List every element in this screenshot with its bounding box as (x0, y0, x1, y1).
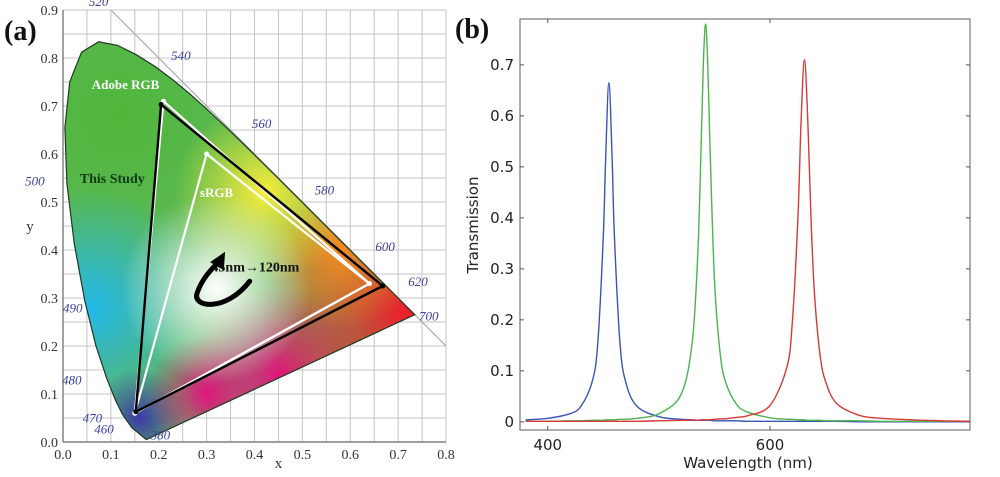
plot-frame (519, 18, 971, 431)
wavelength-label: 600 (375, 239, 395, 254)
y-tick-label: 0.6 (41, 148, 59, 163)
gamut-triangle (133, 152, 371, 415)
y-axis-label: Transmission (464, 177, 482, 275)
annotation-label: 45nm→120nm (211, 261, 299, 276)
y-tick-label: 0.7 (490, 56, 514, 74)
y-tick-label: 0.4 (41, 244, 59, 259)
x-axis-label: Wavelength (nm) (683, 454, 813, 472)
x-tick-label: 0.7 (389, 448, 407, 463)
x-tick-label: 600 (756, 436, 785, 454)
transmission-chart: 400 600 0 0.1 0.2 0.3 0.4 0.5 0.6 0.7 Wavelength (… (455, 14, 971, 472)
wavelength-label: 700 (419, 309, 439, 324)
this-study-label: This Study (80, 172, 145, 187)
y-tick-label: 0.2 (490, 311, 514, 329)
x-tick-label: 0.0 (54, 448, 72, 463)
x-tick-label: 0.1 (102, 448, 120, 463)
panel-label-a: (a) (4, 16, 37, 47)
transmission-curve-green (525, 23, 970, 423)
gamut-vertex (380, 283, 386, 289)
y-tick-label: 0.2 (41, 340, 59, 355)
gamut-vertex (133, 409, 139, 415)
spectral-locus (64, 41, 416, 441)
wavelength-label: 380 (150, 428, 171, 443)
y-axis-label: y (26, 219, 34, 235)
x-tick-label: 0.4 (246, 448, 264, 463)
transmission-curve-blue (525, 81, 971, 423)
wavelength-label: 580 (315, 182, 335, 197)
wavelength-label: 560 (252, 116, 272, 131)
gamut-vertex (204, 151, 210, 157)
gamut-vertex (366, 281, 372, 287)
srgb-label: sRGB (200, 185, 234, 200)
x-tick-label: 0.3 (198, 448, 216, 463)
y-tick-label: 0.0 (41, 436, 59, 451)
y-tick-label: 0.5 (41, 196, 59, 211)
y-tick-label: 0.7 (41, 100, 59, 115)
y-tick-label: 0.9 (41, 4, 59, 19)
x-tick-label: 0.6 (342, 448, 360, 463)
gamut-vertex (158, 102, 164, 108)
y-tick-label: 0.3 (41, 292, 59, 307)
arrow-head-icon (210, 251, 226, 271)
adobe-rgb-label: Adobe RGB (92, 77, 160, 92)
wavelength-label: 620 (408, 274, 428, 289)
wavelength-label: 480 (62, 372, 82, 387)
transmission-curve-red (525, 59, 971, 423)
wavelength-label: 540 (171, 48, 191, 63)
wavelength-label: 520 (89, 0, 109, 9)
x-tick-label: 0.2 (150, 448, 168, 463)
x-tick-label: 400 (533, 436, 562, 454)
y-tick-label: 0.3 (490, 260, 514, 278)
x-axis-label: x (275, 456, 283, 472)
y-tick-label: 0 (504, 413, 514, 431)
y-tick-label: 0.6 (490, 107, 514, 125)
y-tick-label: 0.5 (490, 158, 514, 176)
y-tick-label: 0.4 (490, 209, 514, 227)
gamut-triangle (134, 103, 384, 413)
y-tick-label: 0.1 (490, 362, 514, 380)
x-tick-label: 0.8 (437, 448, 455, 463)
wavelength-label: 460 (94, 422, 114, 437)
wavelength-label: 470 (83, 410, 103, 425)
panel-label-b: (b) (455, 14, 489, 45)
x-tick-label: 0.5 (294, 448, 312, 463)
wavelength-label: 490 (63, 300, 83, 315)
color-blob (121, 193, 312, 384)
y-tick-label: 0.8 (41, 52, 59, 67)
wavelength-label: 500 (25, 174, 45, 189)
curved-arrow (194, 259, 253, 307)
y-tick-label: 0.1 (41, 388, 59, 403)
